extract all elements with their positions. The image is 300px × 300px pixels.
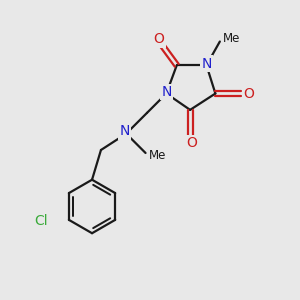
Text: O: O (244, 86, 254, 100)
Text: Me: Me (148, 149, 166, 162)
Text: Cl: Cl (34, 214, 48, 228)
Text: N: N (119, 124, 130, 138)
Text: O: O (186, 136, 197, 151)
Text: Me: Me (223, 32, 240, 45)
Text: N: N (201, 57, 212, 71)
Text: O: O (154, 32, 164, 46)
Text: N: N (161, 85, 172, 99)
